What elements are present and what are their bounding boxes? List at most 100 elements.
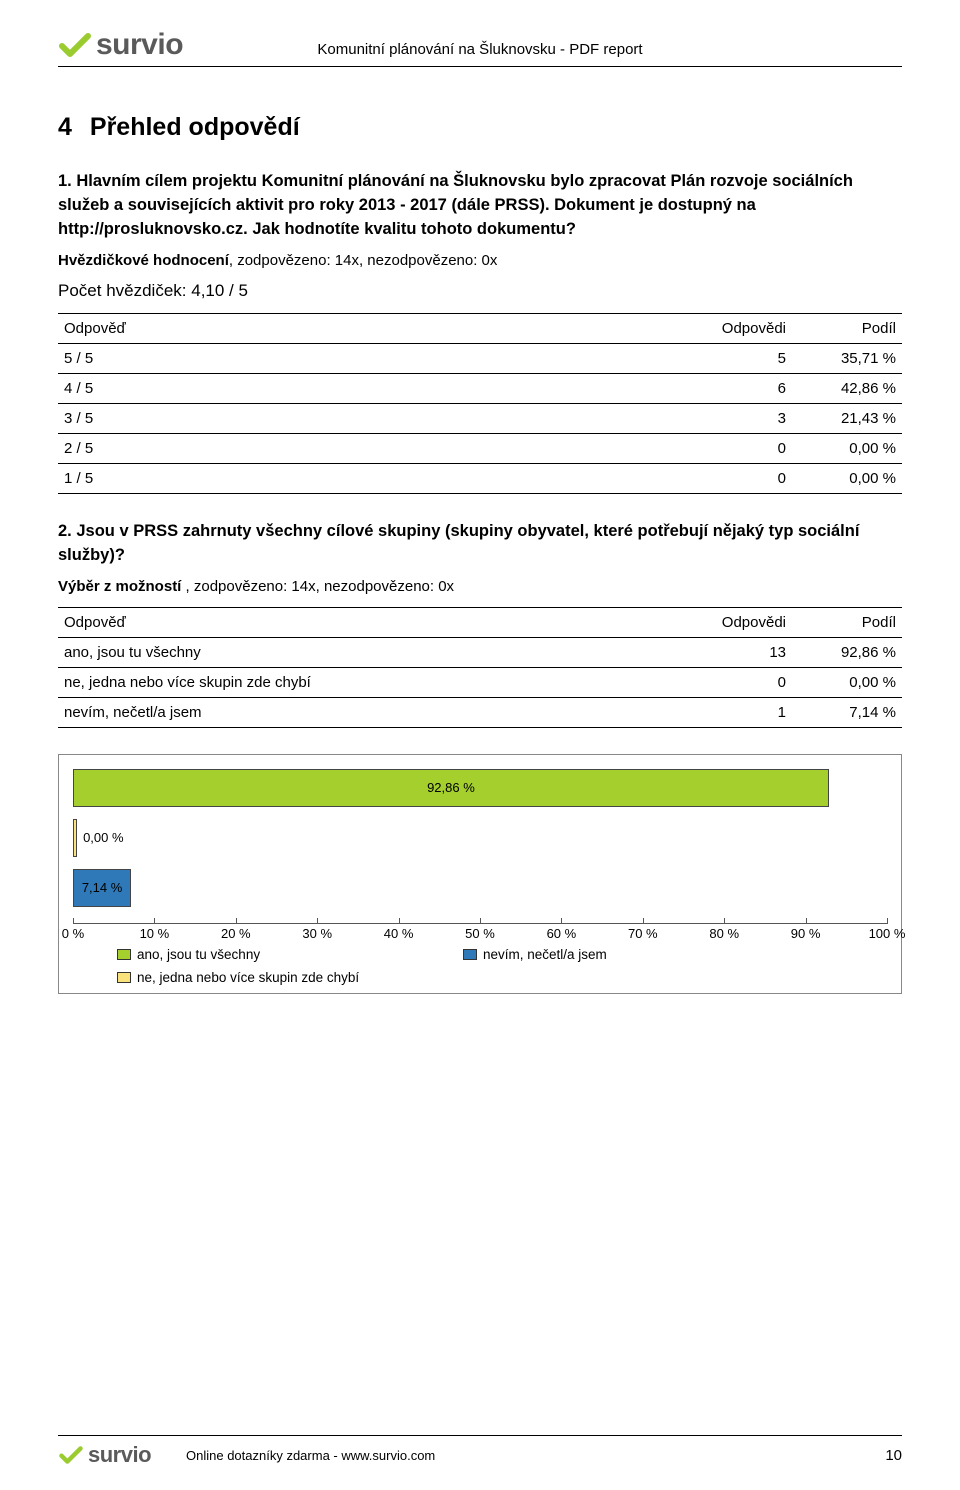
axis-tick-label: 20 %: [221, 926, 251, 941]
table-row: ne, jedna nebo více skupin zde chybí00,0…: [58, 667, 902, 697]
q1-th-share: Podíl: [792, 313, 902, 343]
footer-text: Online dotazníky zdarma - www.survio.com: [178, 1448, 885, 1463]
cell-count: 13: [682, 637, 792, 667]
check-icon: [58, 30, 92, 60]
cell-share: 0,00 %: [792, 433, 902, 463]
cell-count: 0: [682, 463, 792, 493]
footer-brand-name: survio: [88, 1442, 151, 1468]
cell-answer: ne, jedna nebo více skupin zde chybí: [58, 667, 682, 697]
chart-bar: 92,86 %: [73, 769, 829, 807]
chart-axis: 0 %10 %20 %30 %40 %50 %60 %70 %80 %90 %1…: [73, 923, 887, 945]
legend-item: ano, jsou tu všechny: [117, 947, 437, 962]
table-row: nevím, nečetl/a jsem17,14 %: [58, 697, 902, 727]
q2-chart: 92,86 %0,00 %7,14 % 0 %10 %20 %30 %40 %5…: [58, 754, 902, 994]
table-row: 3 / 5321,43 %: [58, 403, 902, 433]
axis-tick-label: 90 %: [791, 926, 821, 941]
axis-tick: [806, 918, 807, 924]
q2-meta: Výběr z možností , zodpovězeno: 14x, nez…: [58, 578, 902, 595]
q2-th-count: Odpovědi: [682, 607, 792, 637]
cell-count: 0: [682, 667, 792, 697]
q2-th-answer: Odpověď: [58, 607, 682, 637]
legend-item: ne, jedna nebo více skupin zde chybí: [117, 970, 359, 985]
report-header: survio Komunitní plánování na Šluknovsku…: [58, 28, 902, 67]
chart-bar-row: 0,00 %: [73, 819, 887, 857]
q1-meta: Hvězdičkové hodnocení, zodpovězeno: 14x,…: [58, 252, 902, 269]
table-row: ano, jsou tu všechny1392,86 %: [58, 637, 902, 667]
q2-meta-type: Výběr z možností: [58, 578, 181, 595]
cell-share: 0,00 %: [792, 667, 902, 697]
q1-table: Odpověď Odpovědi Podíl 5 / 5535,71 %4 / …: [58, 313, 902, 494]
cell-share: 92,86 %: [792, 637, 902, 667]
cell-answer: nevím, nečetl/a jsem: [58, 697, 682, 727]
axis-tick: [399, 918, 400, 924]
legend-item: nevím, nečetl/a jsem: [463, 947, 783, 962]
axis-tick-label: 60 %: [547, 926, 577, 941]
table-row: 1 / 500,00 %: [58, 463, 902, 493]
q2-title: 2. Jsou v PRSS zahrnuty všechny cílové s…: [58, 520, 902, 568]
question-1: 1. Hlavním cílem projektu Komunitní plán…: [58, 170, 902, 494]
q1-th-answer: Odpověď: [58, 313, 682, 343]
axis-tick: [317, 918, 318, 924]
axis-tick: [561, 918, 562, 924]
cell-count: 6: [682, 373, 792, 403]
cell-answer: ano, jsou tu všechny: [58, 637, 682, 667]
axis-tick-label: 100 %: [869, 926, 906, 941]
axis-tick-label: 30 %: [302, 926, 332, 941]
cell-share: 7,14 %: [792, 697, 902, 727]
axis-tick: [480, 918, 481, 924]
axis-tick: [236, 918, 237, 924]
cell-answer: 4 / 5: [58, 373, 682, 403]
cell-count: 5: [682, 343, 792, 373]
axis-tick-label: 50 %: [465, 926, 495, 941]
cell-answer: 1 / 5: [58, 463, 682, 493]
header-title: Komunitní plánování na Šluknovsku - PDF …: [248, 41, 712, 62]
section-heading: 4 Přehled odpovědí: [58, 113, 902, 142]
brand-logo: survio: [58, 28, 248, 62]
axis-tick: [154, 918, 155, 924]
cell-answer: 5 / 5: [58, 343, 682, 373]
brand-name: survio: [96, 28, 183, 62]
cell-answer: 2 / 5: [58, 433, 682, 463]
section-number: 4: [58, 113, 72, 141]
chart-bar-row: 92,86 %: [73, 769, 887, 807]
chart-legend: ano, jsou tu všechny nevím, nečetl/a jsem…: [73, 947, 887, 985]
q1-stars: Počet hvězdiček: 4,10 / 5: [58, 281, 902, 301]
cell-count: 1: [682, 697, 792, 727]
report-footer: survio Online dotazníky zdarma - www.sur…: [58, 1435, 902, 1468]
legend-swatch: [117, 972, 131, 983]
chart-bars: 92,86 %0,00 %7,14 %: [73, 769, 887, 919]
check-icon: [58, 1444, 84, 1466]
section-title: Přehled odpovědí: [90, 113, 300, 141]
axis-tick: [887, 918, 888, 924]
cell-count: 0: [682, 433, 792, 463]
axis-tick: [73, 918, 74, 924]
table-row: 4 / 5642,86 %: [58, 373, 902, 403]
footer-page: 10: [885, 1447, 902, 1464]
footer-logo: survio: [58, 1442, 178, 1468]
cell-share: 35,71 %: [792, 343, 902, 373]
legend-label: ano, jsou tu všechny: [137, 947, 260, 962]
legend-swatch: [463, 949, 477, 960]
cell-share: 42,86 %: [792, 373, 902, 403]
q2-meta-rest: , zodpovězeno: 14x, nezodpovězeno: 0x: [181, 578, 454, 595]
axis-tick-label: 40 %: [384, 926, 414, 941]
q1-th-count: Odpovědi: [682, 313, 792, 343]
cell-share: 0,00 %: [792, 463, 902, 493]
chart-bar-label: 0,00 %: [83, 830, 123, 845]
axis-tick-label: 0 %: [62, 926, 84, 941]
q1-meta-rest: , zodpovězeno: 14x, nezodpovězeno: 0x: [229, 252, 498, 269]
q2-th-share: Podíl: [792, 607, 902, 637]
table-row: 5 / 5535,71 %: [58, 343, 902, 373]
q1-meta-type: Hvězdičkové hodnocení: [58, 252, 229, 269]
axis-tick-label: 70 %: [628, 926, 658, 941]
cell-count: 3: [682, 403, 792, 433]
legend-label: ne, jedna nebo více skupin zde chybí: [137, 970, 359, 985]
q1-title: 1. Hlavním cílem projektu Komunitní plán…: [58, 170, 902, 242]
axis-tick: [643, 918, 644, 924]
axis-tick-label: 10 %: [140, 926, 170, 941]
legend-swatch: [117, 949, 131, 960]
q2-table: Odpověď Odpovědi Podíl ano, jsou tu všec…: [58, 607, 902, 728]
question-2: 2. Jsou v PRSS zahrnuty všechny cílové s…: [58, 520, 902, 994]
cell-share: 21,43 %: [792, 403, 902, 433]
cell-answer: 3 / 5: [58, 403, 682, 433]
